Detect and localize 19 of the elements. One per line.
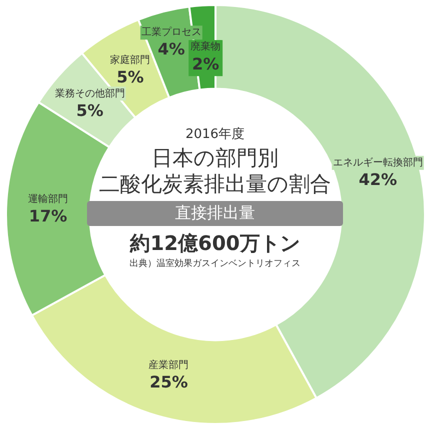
data-label: 25% [150, 372, 188, 392]
slice-label: 工業プロセス [141, 26, 202, 38]
data-label: 4% [158, 40, 185, 59]
slice-label: 業務その他部門 [54, 87, 125, 100]
data-label: 5% [76, 100, 104, 120]
text: 約12億600万トン [128, 230, 301, 257]
text: 直接排出量 [87, 201, 343, 226]
text: 2016年度 [184, 126, 246, 143]
slice-label: 家庭部門 [110, 54, 150, 66]
slice-label: 運輸部門 [28, 192, 68, 205]
slice-label: エネルギー転換部門 [332, 156, 423, 168]
source-note: 出典）温室効果ガスインベントリオフィス [128, 258, 302, 270]
slice-label: 産業部門 [148, 359, 189, 372]
text: 日本の部門別二酸化炭素排出量の割合 [99, 146, 331, 196]
slice-label: 廃棄物 [190, 40, 221, 53]
data-label: 2% [192, 54, 220, 74]
data-label: 42% [358, 170, 397, 189]
data-label: 17% [28, 206, 68, 226]
data-label: 5% [116, 67, 144, 86]
